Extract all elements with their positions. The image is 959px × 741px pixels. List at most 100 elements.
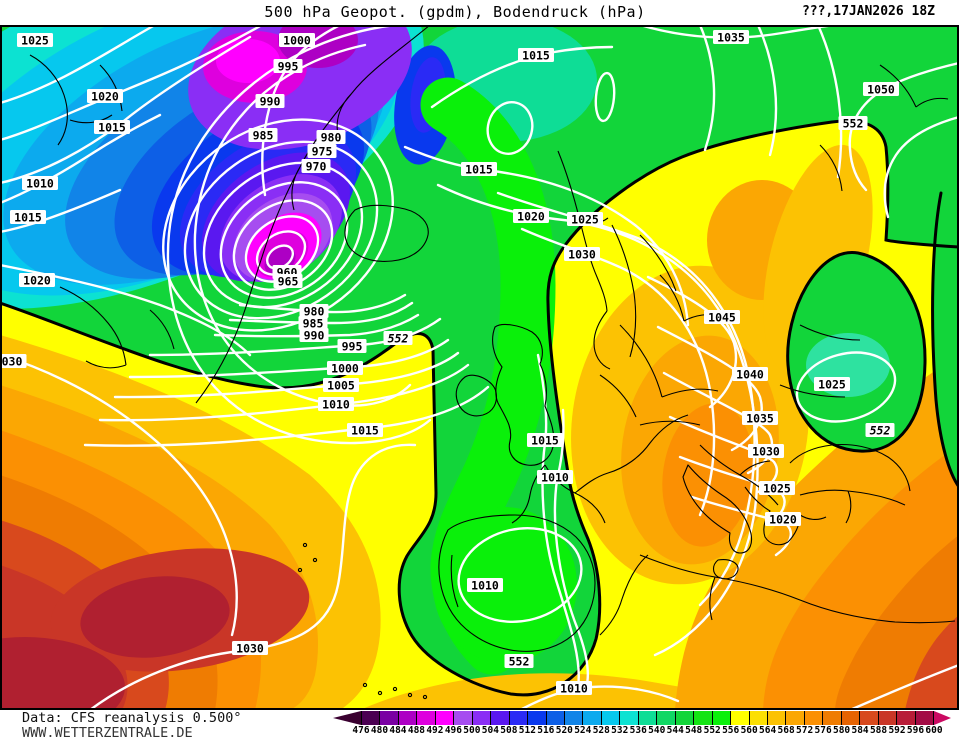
colorbar-swatch [693, 711, 712, 725]
svg-text:1020: 1020 [769, 513, 797, 527]
pressure-label: 1040 [732, 367, 768, 382]
svg-text:1015: 1015 [465, 163, 493, 177]
pressure-label: 1025 [814, 377, 850, 392]
pressure-label: 1050 [863, 82, 899, 97]
colorbar-tick: 508 [500, 725, 518, 736]
colorbar-swatch [711, 711, 731, 725]
colorbar-tick: 572 [796, 725, 814, 736]
pressure-label: 1025 [759, 481, 795, 496]
pressure-label: 1000 [327, 361, 363, 376]
pressure-label: 985 [248, 128, 278, 143]
colorbar-swatch [600, 711, 620, 725]
colorbar-swatch [748, 711, 767, 725]
colorbar-swatch [730, 711, 749, 725]
svg-text:995: 995 [342, 340, 363, 354]
pressure-label: 1030 [564, 247, 600, 262]
svg-text:1030: 1030 [236, 642, 264, 656]
pressure-label: 1020 [87, 89, 123, 104]
svg-text:1010: 1010 [541, 471, 569, 485]
colorbar-swatch [840, 711, 860, 725]
pressure-label: 1045 [704, 310, 740, 325]
pressure-label: 1020 [513, 209, 549, 224]
colorbar-swatch [582, 711, 601, 725]
svg-text:1025: 1025 [571, 213, 599, 227]
svg-text:1015: 1015 [98, 121, 126, 135]
pressure-label: 1015 [94, 120, 130, 135]
svg-text:1045: 1045 [708, 311, 736, 325]
pressure-label: 1015 [347, 423, 383, 438]
svg-text:975: 975 [312, 145, 333, 159]
pressure-label: 1010 [22, 176, 58, 191]
pressure-label: 1035 [713, 30, 749, 45]
colorbar-tick: 576 [814, 725, 832, 736]
pressure-label: 970 [301, 159, 331, 174]
colorbar-swatch [914, 711, 935, 725]
colorbar-tick: 552 [703, 725, 721, 736]
pressure-label: 1020 [765, 512, 801, 527]
pressure-label: 965 [273, 274, 303, 289]
colorbar-swatch [545, 711, 564, 725]
colorbar-swatch [637, 711, 657, 725]
pressure-label: 1015 [461, 162, 497, 177]
pressure-label: 1015 [10, 210, 46, 225]
geopotential-label: 552 [865, 423, 895, 438]
colorbar-tick: 548 [685, 725, 703, 736]
colorbar-swatch [619, 711, 638, 725]
colorbar-swatch [803, 711, 823, 725]
pressure-label: 1010 [318, 397, 354, 412]
pressure-label: 1000 [279, 33, 315, 48]
colorbar-tick: 492 [426, 725, 444, 736]
pressure-label: 1025 [567, 212, 603, 227]
pressure-label: 1005 [323, 378, 359, 393]
svg-text:1030: 1030 [752, 445, 780, 459]
pressure-label: 985 [298, 316, 328, 331]
pressure-label: 1010 [556, 681, 592, 696]
svg-text:1015: 1015 [14, 211, 42, 225]
map-title: 500 hPa Geopot. (gpdm), Bodendruck (hPa) [264, 3, 646, 21]
geopotential-label: 552 [838, 116, 868, 131]
geopotential-label: 552 [504, 654, 534, 669]
svg-text:995: 995 [278, 60, 299, 74]
svg-text:1010: 1010 [471, 579, 499, 593]
svg-text:1010: 1010 [26, 177, 54, 191]
colorbar-tick: 568 [777, 725, 795, 736]
svg-text:965: 965 [278, 275, 299, 289]
svg-text:1035: 1035 [717, 31, 745, 45]
pressure-label: 1010 [467, 578, 503, 593]
colorbar-swatch [527, 711, 546, 725]
colorbar-swatch-row [333, 711, 951, 725]
pressure-label: 1015 [527, 433, 563, 448]
colorbar-tick: 516 [537, 725, 555, 736]
colorbar-swatch [877, 711, 897, 725]
data-source-text: Data: CFS reanalysis 0.500° [22, 710, 242, 726]
colorbar-swatch [379, 711, 398, 725]
colorbar-swatch [859, 711, 878, 725]
colorbar-tick: 476 [352, 725, 370, 736]
colorbar-tick: 536 [629, 725, 647, 736]
svg-text:1020: 1020 [91, 90, 119, 104]
svg-text:552: 552 [388, 332, 409, 346]
svg-text:1050: 1050 [867, 83, 895, 97]
colorbar-tick: 504 [481, 725, 499, 736]
colorbar-swatch [822, 711, 841, 725]
pressure-label: 975 [307, 144, 337, 159]
colorbar-swatch [785, 711, 804, 725]
colorbar-swatch [563, 711, 583, 725]
svg-text:1025: 1025 [763, 482, 791, 496]
colorbar-tick: 556 [722, 725, 740, 736]
pressure-label: 1020 [19, 273, 55, 288]
pressure-label: 995 [337, 339, 367, 354]
colorbar-tick: 520 [555, 725, 573, 736]
svg-text:990: 990 [304, 329, 325, 343]
svg-text:1035: 1035 [746, 412, 774, 426]
run-datetime: ???,17JAN2026 18Z [801, 4, 935, 19]
colorbar-swatch [416, 711, 435, 725]
svg-text:1010: 1010 [322, 398, 350, 412]
colorbar-tick: 584 [851, 725, 869, 736]
colorbar-left-arrow [333, 711, 361, 725]
pressure-label: 1015 [518, 48, 554, 63]
svg-text:552: 552 [870, 424, 891, 438]
colorbar-swatch [434, 711, 454, 725]
colorbar-swatch [896, 711, 915, 725]
pressure-label: 990 [255, 94, 285, 109]
